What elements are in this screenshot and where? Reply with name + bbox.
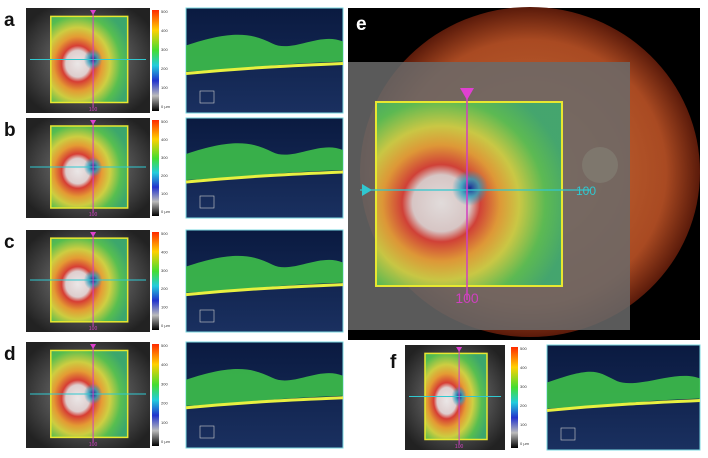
map-label: 100: [455, 444, 464, 450]
colorbar-tick: 400: [161, 28, 168, 33]
colorbar-tick: 0 µm: [161, 323, 171, 328]
colorbar-tick: 500: [161, 231, 168, 236]
panel-label: b: [4, 120, 16, 141]
colorbar-tick: 300: [161, 155, 168, 160]
map-label-e-right: 100: [576, 184, 596, 198]
colorbar-tick: 200: [161, 286, 168, 291]
panel-label: e: [356, 14, 367, 35]
rpe-layer: [185, 283, 344, 297]
scale-box: [199, 309, 215, 323]
colorbar-tick: 300: [161, 268, 168, 273]
retina-band: [186, 255, 343, 293]
scale-box: [199, 425, 215, 439]
panel-label: d: [4, 344, 16, 365]
retina-band: [186, 34, 343, 72]
colorbar-tick: 0 µm: [161, 209, 171, 214]
retina-band: [186, 143, 343, 180]
colorbar-tick: 400: [161, 249, 168, 254]
marker: [90, 120, 97, 125]
map-label: 100: [89, 442, 98, 448]
marker-e: [460, 88, 474, 100]
colorbar: [152, 344, 159, 446]
colorbar-tick: 500: [161, 343, 168, 348]
rpe-layer: [185, 396, 344, 410]
colorbar-tick: 200: [161, 401, 168, 406]
rpe-layer: [185, 62, 344, 75]
colorbar-tick: 200: [520, 403, 527, 408]
colorbar-tick: 500: [161, 119, 168, 124]
rpe-layer: [185, 170, 344, 184]
scale-box: [560, 427, 576, 441]
colorbar-tick: 100: [161, 305, 168, 310]
colorbar: [152, 232, 159, 330]
colorbar-tick: 300: [161, 381, 168, 386]
scale-box: [199, 90, 215, 104]
colorbar-tick: 200: [161, 173, 168, 178]
colorbar-tick: 200: [161, 66, 168, 71]
colorbar-tick: 400: [520, 365, 527, 370]
colorbar-tick: 100: [161, 191, 168, 196]
colorbar: [152, 10, 159, 111]
marker: [90, 232, 97, 237]
retina-band: [547, 371, 700, 409]
colorbar-tick: 0 µm: [520, 441, 530, 446]
colorbar-tick: 400: [161, 137, 168, 142]
colorbar-tick: 0 µm: [161, 439, 171, 444]
map-label: 100: [89, 212, 98, 218]
colorbar-tick: 100: [520, 422, 527, 427]
panel-label: a: [4, 10, 15, 31]
marker: [90, 10, 97, 15]
colorbar-tick: 500: [161, 9, 168, 14]
panel-label: f: [390, 352, 397, 373]
retina-band: [186, 369, 343, 406]
colorbar-tick: 300: [161, 47, 168, 52]
colorbar-tick: 100: [161, 420, 168, 425]
colorbar: [152, 120, 159, 216]
map-label: 100: [89, 107, 98, 113]
colorbar-tick: 300: [520, 384, 527, 389]
fovea-e: [452, 170, 488, 206]
colorbar: [511, 347, 518, 448]
map-label: 100: [89, 326, 98, 332]
panel-label: c: [4, 232, 15, 253]
colorbar-tick: 500: [520, 346, 527, 351]
scale-box: [199, 195, 215, 209]
colorbar-tick: 100: [161, 85, 168, 90]
map-label-e: 100: [455, 290, 479, 306]
marker: [90, 344, 97, 349]
rpe-layer: [546, 399, 701, 412]
colorbar-tick: 400: [161, 362, 168, 367]
marker: [456, 347, 463, 352]
grid-frame-e: [375, 101, 563, 287]
colorbar-tick: 0 µm: [161, 104, 171, 109]
marker-left-e: [362, 184, 372, 196]
